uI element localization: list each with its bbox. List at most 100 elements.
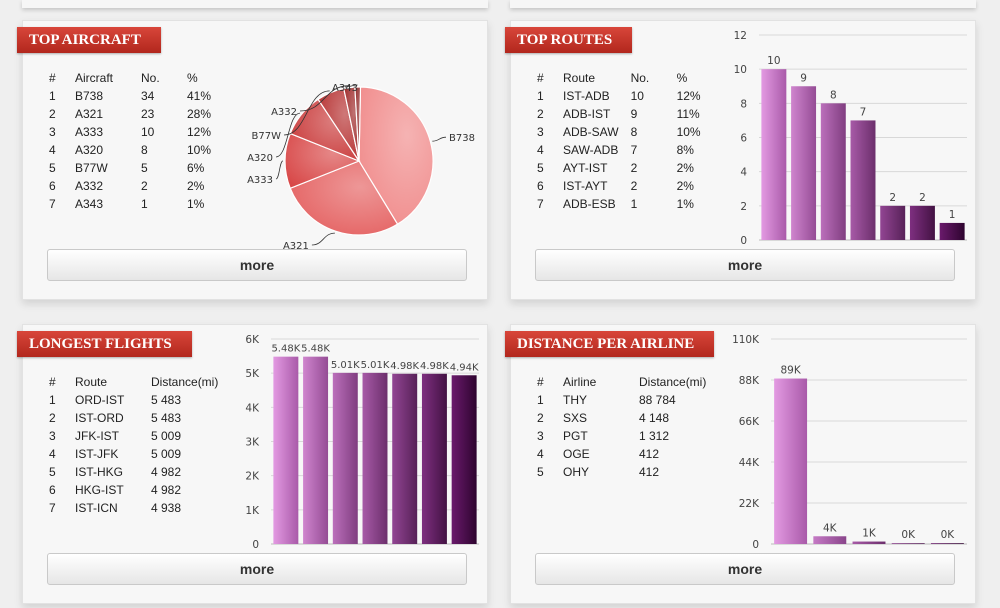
table-cell: A332 xyxy=(75,179,104,193)
bar-saw-adb xyxy=(850,120,876,240)
column-header: % xyxy=(187,71,198,85)
table-cell: 5 xyxy=(141,161,148,175)
table-row: 4 OGE 412 xyxy=(531,445,725,463)
bar-data-label: 4.94K xyxy=(450,362,479,373)
column-header: % xyxy=(676,71,688,85)
table-row: 1 B738 34 41% xyxy=(43,87,223,105)
pie-label: A332 xyxy=(271,107,297,118)
bar-ord-ist xyxy=(273,356,299,544)
y-tick-label: 2K xyxy=(245,471,260,483)
table-cell: 1% xyxy=(187,197,205,211)
table-row: 1 IST-ADB 10 12% xyxy=(531,87,713,105)
table-cell: 4 xyxy=(49,143,56,157)
y-tick-label: 6K xyxy=(245,334,260,346)
y-tick-label: 10 xyxy=(734,64,747,76)
table-row: 6 IST-AYT 2 2% xyxy=(531,177,713,195)
panel-title: TOP ROUTES xyxy=(505,27,633,53)
y-tick-label: 4 xyxy=(740,167,747,179)
bar-data-label: 4K xyxy=(823,522,838,534)
bar-data-label: 7 xyxy=(860,106,867,118)
table-row: 2 SXS 4 148 xyxy=(531,409,725,427)
table-cell: 10% xyxy=(187,143,212,157)
pie-slice-shine xyxy=(354,86,361,161)
table-cell: 3 xyxy=(49,429,56,443)
table-cell: 4 xyxy=(537,447,544,461)
routes-bar-chart: 0 2 4 6 8 10 12 10 9 8 7 2 2 1 xyxy=(734,30,967,247)
y-tick-label: 0 xyxy=(752,539,759,551)
panel-strip-right xyxy=(510,0,976,8)
bar-data-label: 89K xyxy=(780,365,801,377)
table-cell: 3 xyxy=(49,125,56,139)
table-row: 7 ADB-ESB 1 1% xyxy=(531,195,713,213)
bar-pgt xyxy=(852,541,886,544)
bar-ist-jfk xyxy=(362,372,388,544)
pie-connector xyxy=(283,90,330,136)
table-row: 7 A343 1 1% xyxy=(43,195,223,213)
column-header: Aircraft xyxy=(75,71,114,85)
table-cell: 6% xyxy=(187,161,205,175)
pie-connector xyxy=(275,160,284,180)
table-cell: 7 xyxy=(49,197,56,211)
bar-data-label: 2 xyxy=(919,192,926,204)
bar-ist-ord xyxy=(303,356,329,544)
table-cell: IST-JFK xyxy=(75,447,119,461)
table-cell: 1 xyxy=(537,89,544,103)
table-cell: 4 938 xyxy=(151,501,182,515)
table-cell: 34 xyxy=(141,89,155,103)
pie-slice-shine xyxy=(318,88,359,161)
pie-label: B738 xyxy=(449,133,475,144)
column-header: Route xyxy=(563,71,596,85)
table-cell: 2 xyxy=(537,411,544,425)
column-header: Distance(mi) xyxy=(151,375,219,389)
column-header: # xyxy=(537,71,544,85)
table-cell: OHY xyxy=(563,465,590,479)
more-button[interactable]: more xyxy=(535,249,955,281)
table-cell: A333 xyxy=(75,125,104,139)
more-button[interactable]: more xyxy=(47,249,467,281)
table-cell: 23 xyxy=(141,107,155,121)
y-tick-label: 0 xyxy=(740,235,747,247)
table-cell: B738 xyxy=(75,89,104,103)
bar-jfk-ist xyxy=(332,372,358,544)
bar-data-label: 8 xyxy=(830,89,837,101)
y-tick-label: 44K xyxy=(739,457,760,469)
table-cell: 8 xyxy=(630,125,638,139)
table-cell: IST-ADB xyxy=(563,89,610,103)
bar-data-label: 5.48K xyxy=(301,344,330,355)
bar-data-label: 4.98K xyxy=(420,361,449,372)
table-cell: 3 xyxy=(537,125,544,139)
pie-label: A320 xyxy=(247,153,273,164)
table-cell: 10% xyxy=(676,125,701,139)
pie-connector xyxy=(432,136,447,142)
table-cell: 3 xyxy=(537,429,544,443)
table-row: 4 A320 8 10% xyxy=(43,141,223,159)
table-cell: SXS xyxy=(563,411,588,425)
panel-distance-per-airline: DISTANCE PER AIRLINE # Airline Distance(mi… xyxy=(505,324,976,604)
table-cell: ADB-SAW xyxy=(563,125,619,139)
table-cell: 88 784 xyxy=(639,393,676,407)
bar-data-label: 9 xyxy=(800,72,807,84)
table-cell: 7 xyxy=(630,143,638,157)
table-cell: 6 xyxy=(49,179,56,193)
bar-data-label: 2 xyxy=(889,192,896,204)
table-cell: IST-AYT xyxy=(563,179,608,193)
bar-data-label: 10 xyxy=(767,55,780,67)
pie-slice-shine xyxy=(285,133,359,189)
table-cell: 2% xyxy=(676,161,694,175)
bar-ist-hkg xyxy=(392,373,418,544)
more-button[interactable]: more xyxy=(535,553,955,585)
table-cell: 7 xyxy=(537,197,544,211)
y-tick-label: 8 xyxy=(740,98,747,110)
more-button[interactable]: more xyxy=(47,553,467,585)
table-cell: 8 xyxy=(141,143,148,157)
table-cell: A321 xyxy=(75,107,104,121)
y-tick-label: 66K xyxy=(739,416,760,428)
routes-table: # Route No.% 1 IST-ADB 10 12% 2 ADB-IST 9 11% 3 ADB-… xyxy=(531,69,713,213)
pie-connector xyxy=(275,112,301,158)
y-tick-label: 12 xyxy=(734,30,747,42)
pie-connector xyxy=(311,232,335,246)
table-row: 1 ORD-IST 5 483 xyxy=(43,391,237,409)
table-cell: 10 xyxy=(141,125,155,139)
bar-data-label: 5.01K xyxy=(361,360,390,371)
